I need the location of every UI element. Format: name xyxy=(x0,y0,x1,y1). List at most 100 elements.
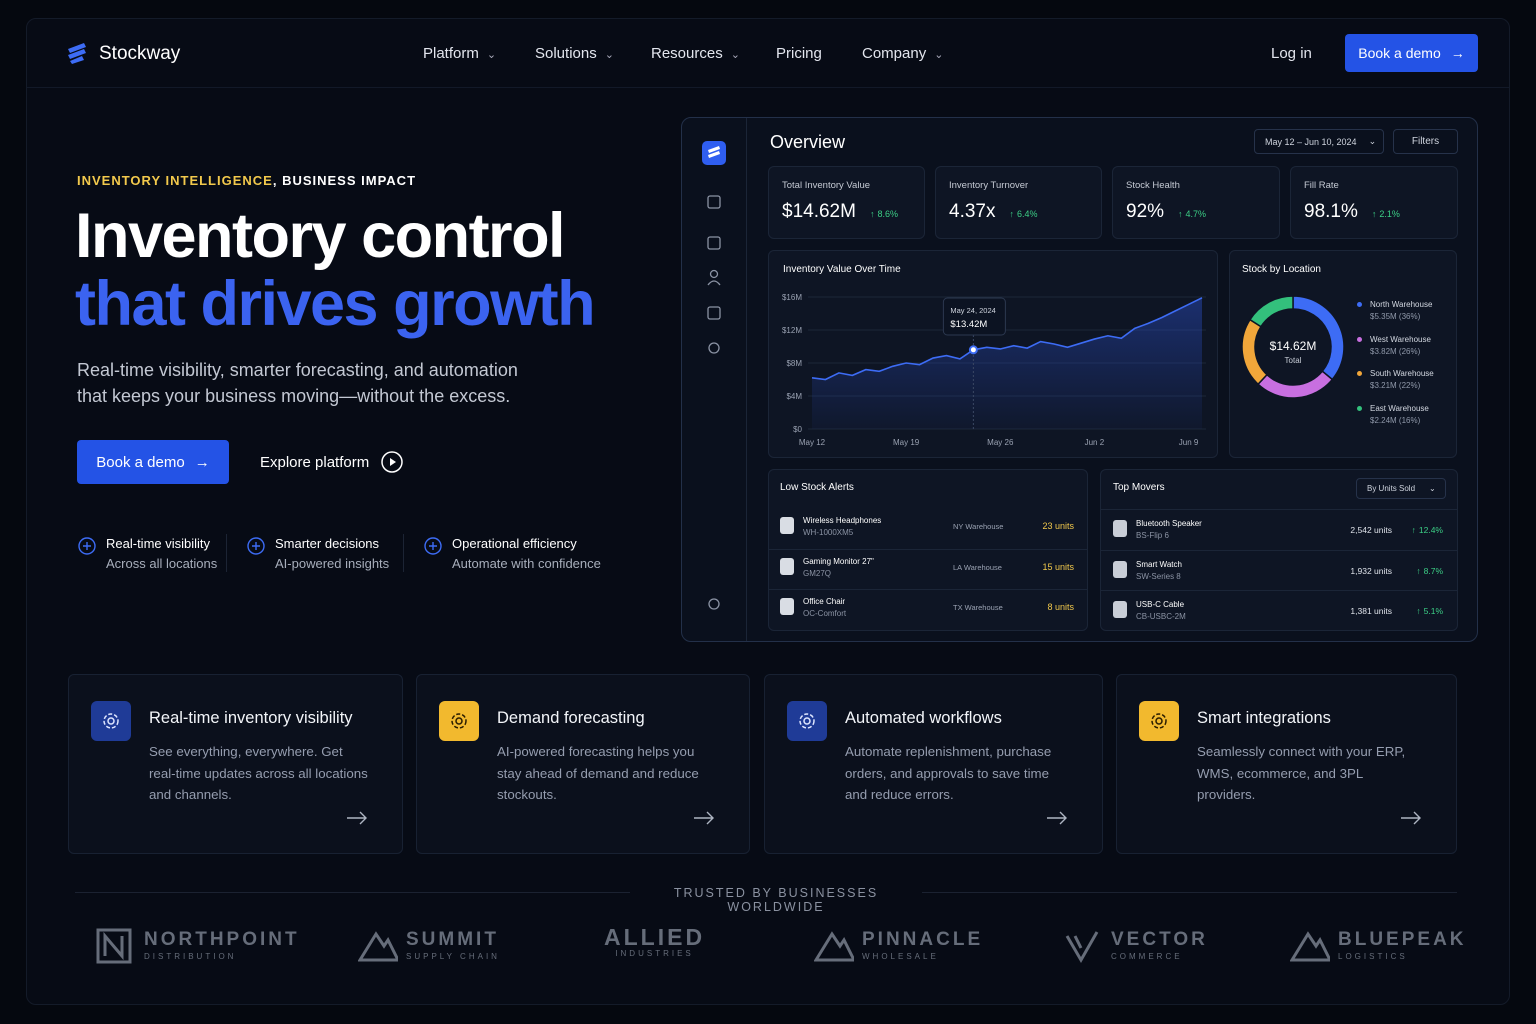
kpi-value: 98.1% xyxy=(1304,201,1358,222)
logo-shape xyxy=(814,931,854,962)
arrow-shape xyxy=(1047,811,1067,825)
filters-text: Filters xyxy=(1411,136,1440,147)
product-name: Wireless Headphones xyxy=(803,516,882,525)
feature-card[interactable]: Demand forecasting AI-powered forecasting… xyxy=(416,674,750,854)
feature-arrow xyxy=(694,811,714,825)
icon-shape xyxy=(424,537,442,555)
feature-line: orders, and approvals to save time xyxy=(845,765,1049,781)
location-card xyxy=(1229,250,1457,458)
feature-icon xyxy=(91,701,131,741)
point-title: Operational efficiency xyxy=(452,536,577,551)
row-divider xyxy=(1101,509,1457,510)
product-change: ↑ 8.7% xyxy=(1400,566,1443,576)
play-icon xyxy=(381,451,403,473)
point-text: Automate with confidence xyxy=(452,556,601,571)
feature-title: Automated workflows xyxy=(845,709,1002,727)
value-chart-card xyxy=(768,250,1218,458)
chart-title: Inventory Value Over Time xyxy=(783,264,901,275)
legend-dot xyxy=(1357,302,1362,307)
feature-arrow xyxy=(1047,811,1067,825)
chart-title: Stock by Location xyxy=(1242,264,1321,275)
low-stock-card xyxy=(768,469,1088,631)
nav-link[interactable]: Solutions ⌄ xyxy=(535,45,614,62)
up-arrow: ↑ xyxy=(869,209,875,219)
feature-title: Smart integrations xyxy=(1197,709,1331,727)
icon-shape xyxy=(455,717,463,725)
icon-shape xyxy=(247,537,265,555)
chevron: ⌄ xyxy=(1429,484,1436,493)
logo-shape xyxy=(1065,931,1099,963)
nav-cta[interactable]: Book a demo → xyxy=(1345,34,1478,72)
title-line-accent: that drives growth xyxy=(75,269,596,339)
feature-card[interactable]: Automated workflows Automate replenishmen… xyxy=(764,674,1103,854)
brand-name[interactable]: Stockway xyxy=(99,43,181,64)
subtitle-line: that keeps your business moving—without … xyxy=(77,386,511,406)
kpi-value: $14.62M xyxy=(782,201,856,222)
kpi-change: ↑ 2.1% xyxy=(1372,209,1400,219)
nav-link-text: Company xyxy=(862,45,927,62)
secondary-button[interactable]: Explore platform xyxy=(260,451,403,473)
icon-shape xyxy=(78,537,96,555)
feature-icon xyxy=(1139,701,1179,741)
feature-title: Demand forecasting xyxy=(497,709,645,727)
date-range: May 12 – Jun 10, 2024 xyxy=(1265,136,1357,147)
kpi-change-text: 6.4% xyxy=(1016,209,1038,219)
feature-line: stay ahead of demand and reduce xyxy=(497,765,699,781)
logo-text: SUMMIT SUPPLY CHAIN xyxy=(406,929,500,961)
partner-logo: VECTOR COMMERCE xyxy=(1063,928,1208,964)
product-qty: 8 units xyxy=(1047,602,1074,612)
product-name: USB-C Cable xyxy=(1136,600,1185,609)
chevron: ⌄ xyxy=(934,49,944,61)
logo-name: SUMMIT xyxy=(406,929,499,950)
product-name: Gaming Monitor 27" xyxy=(803,556,874,566)
legend-value: $3.82M (26%) xyxy=(1370,346,1421,356)
filters-button[interactable]: Filters xyxy=(1393,129,1458,154)
product-thumb xyxy=(1113,560,1127,578)
feature-text: Seamlessly connect with your ERP, WMS, ec… xyxy=(1197,741,1405,806)
partner-logo: BLUEPEAK LOGISTICS xyxy=(1290,928,1467,964)
kpi-value: 92% xyxy=(1126,201,1165,222)
legend-label: East Warehouse xyxy=(1370,403,1429,413)
icon-shape xyxy=(429,542,437,550)
kpi-row: 4.37x ↑ 6.4% xyxy=(949,201,1038,223)
feature-icon xyxy=(439,701,479,741)
kpi-label: Inventory Turnover xyxy=(949,180,1029,191)
kpi-change: ↑ 4.7% xyxy=(1178,209,1206,219)
primary-button[interactable]: Book a demo → xyxy=(77,440,229,484)
sort-select[interactable]: By Units Sold ⌄ xyxy=(1356,478,1446,499)
change-text: 5.1% xyxy=(1423,606,1443,616)
kpi-row: $14.62M ↑ 8.6% xyxy=(782,201,898,223)
feature-card[interactable]: Smart integrations Seamlessly connect wit… xyxy=(1116,674,1457,854)
row-divider xyxy=(769,589,1087,590)
nav-link[interactable]: Resources ⌄ xyxy=(651,45,740,62)
feature-line: and channels. xyxy=(149,787,232,802)
legend-value: $3.21M (22%) xyxy=(1370,381,1421,390)
nav-link[interactable]: Pricing xyxy=(776,45,822,62)
partner-logo: SUMMIT SUPPLY CHAIN xyxy=(358,928,500,964)
nav-link[interactable]: Platform ⌄ xyxy=(423,45,496,62)
kpi-change-text: 4.7% xyxy=(1185,209,1207,219)
feature-line: and reduce errors. xyxy=(845,787,954,802)
point-text: Across all locations xyxy=(106,556,218,571)
product-units: 2,542 units xyxy=(1350,525,1392,535)
login-link[interactable]: Log in xyxy=(1271,45,1312,62)
partner-logo: PINNACLE WHOLESALE xyxy=(814,928,983,964)
eyebrow-accent: INVENTORY INTELLIGENCE xyxy=(77,173,273,188)
icon-shape xyxy=(103,713,119,729)
nav-link[interactable]: Company ⌄ xyxy=(862,45,943,62)
product-change: ↑ 12.4% xyxy=(1400,525,1443,535)
nav-link-text: Solutions xyxy=(535,45,597,62)
date-picker[interactable]: May 12 – Jun 10, 2024 ⌄ xyxy=(1254,129,1384,154)
kpi-row: 92% ↑ 4.7% xyxy=(1126,201,1206,223)
divider xyxy=(922,892,1457,893)
up-arrow: ↑ xyxy=(1416,565,1421,576)
logo-mark xyxy=(814,931,854,962)
nav-link-text: Platform xyxy=(423,45,479,62)
legend-value: $2.24M (16%) xyxy=(1370,415,1421,425)
brand-logo[interactable] xyxy=(64,41,90,65)
subtitle-line: Real-time visibility, smarter forecastin… xyxy=(77,360,518,380)
feature-card[interactable]: Real-time inventory visibility See everyt… xyxy=(68,674,403,854)
product-sku: CB-USBC-2M xyxy=(1136,612,1186,621)
product-thumb xyxy=(780,557,794,575)
